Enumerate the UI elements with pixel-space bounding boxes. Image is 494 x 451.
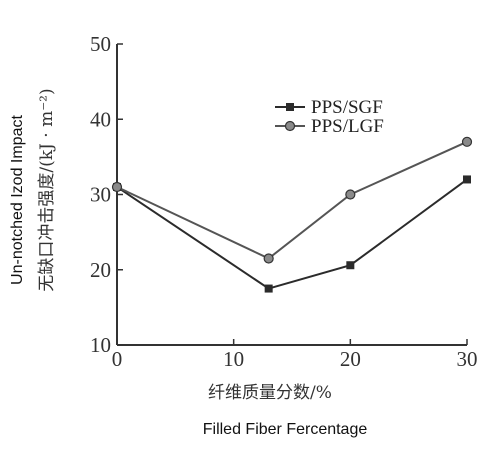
point-pps-lgf <box>263 253 274 264</box>
y-tick-label: 10 <box>90 333 111 357</box>
legend-label-pps-sgf: PPS/SGF <box>311 97 383 118</box>
y-tick-label: 20 <box>90 258 111 282</box>
point-pps-lgf <box>345 189 356 200</box>
x-tick-label: 20 <box>340 347 361 371</box>
legend-label-pps-lgf: PPS/LGF <box>311 116 384 137</box>
legend-marker-pps-lgf <box>284 120 296 132</box>
series-line-pps-lgf <box>116 140 468 260</box>
x-axis-label-cn: 纤维质量分数/% <box>208 383 332 403</box>
legend-marker-pps-sgf <box>286 103 294 111</box>
series-line-pps-sgf <box>116 178 468 290</box>
series-layer <box>111 136 473 293</box>
x-tick-label: 0 <box>112 347 123 371</box>
point-pps-sgf <box>463 175 471 184</box>
y-tick-label: 30 <box>90 183 111 207</box>
y-tick-label: 50 <box>90 32 111 56</box>
y-axis-label-en: Un-notched Izod Impact <box>9 115 26 285</box>
x-tick-label: 10 <box>223 347 244 371</box>
y-axis-label-cn: 无缺口冲击强度/(kJ · m⁻²) <box>37 88 57 291</box>
point-pps-sgf <box>264 284 273 293</box>
x-tick-label: 30 <box>457 347 478 371</box>
y-tick-label: 40 <box>90 107 111 131</box>
point-pps-lgf <box>461 136 473 147</box>
x-axis-label-en: Filled Fiber Fercentage <box>203 421 368 438</box>
point-pps-lgf <box>111 181 123 193</box>
point-pps-sgf <box>346 261 355 270</box>
